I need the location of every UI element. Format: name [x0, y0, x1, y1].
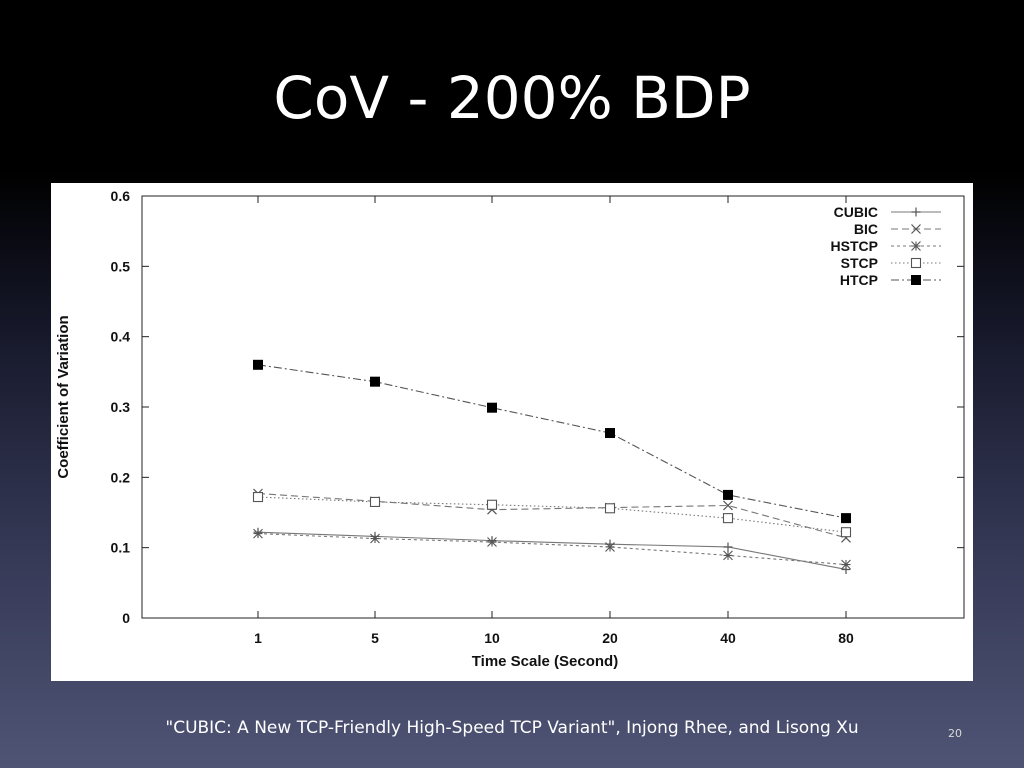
marker-star [841, 559, 851, 570]
y-tick-label: 0.6 [111, 188, 131, 204]
marker-plus [911, 207, 921, 217]
series-stcp [252, 491, 852, 538]
y-tick-label: 0.2 [111, 469, 131, 485]
x-tick-label: 5 [371, 630, 379, 646]
series-bic [253, 488, 851, 543]
legend-label: HTCP [840, 272, 878, 288]
x-axis-label: Time Scale (Second) [472, 653, 618, 670]
y-tick-label: 0 [122, 610, 130, 626]
series-line [257, 492, 847, 539]
marker-square-filled [841, 513, 851, 524]
series-layer [252, 359, 852, 574]
legend-label: HSTCP [831, 238, 878, 254]
legend-label: BIC [854, 221, 878, 237]
marker-square-filled [911, 275, 921, 285]
x-tick-label: 40 [720, 630, 736, 646]
marker-square-filled [487, 402, 497, 413]
y-tick-label: 0.4 [111, 329, 131, 345]
y-axis-label: Coefficient of Variation [55, 315, 72, 478]
y-tick-label: 0.1 [111, 540, 131, 556]
marker-square-open [722, 513, 734, 524]
axes: 0 0.1 0.2 0.3 0.4 0.5 0.6 1 5 10 20 40 80 [111, 188, 965, 646]
x-tick-label: 10 [484, 630, 500, 646]
chart-panel: 0 0.1 0.2 0.3 0.4 0.5 0.6 1 5 10 20 40 80 CUBIC BIC HS… [51, 183, 973, 681]
marker-star [723, 550, 733, 561]
citation: "CUBIC: A New TCP-Friendly High-Speed TC… [165, 718, 859, 738]
series-line [257, 531, 847, 571]
series-line [257, 533, 847, 566]
slide-number: 20 [948, 727, 962, 740]
y-tick-label: 0.3 [111, 399, 131, 415]
series-htcp [253, 359, 851, 524]
series-line [257, 364, 847, 519]
line-chart: 0 0.1 0.2 0.3 0.4 0.5 0.6 1 5 10 20 40 80 CUBICBICHS… [55, 188, 965, 670]
marker-square-open [910, 257, 922, 269]
marker-square-open [486, 499, 498, 510]
marker-square-filled [723, 489, 733, 500]
y-tick-label: 0.5 [111, 258, 131, 274]
legend-label: STCP [841, 255, 878, 271]
x-tick-label: 1 [254, 630, 262, 646]
marker-star [253, 528, 263, 539]
marker-star [605, 542, 615, 552]
x-tick-label: 20 [602, 630, 618, 646]
series-cubic [253, 527, 851, 574]
series-hstcp [253, 528, 851, 570]
marker-square-filled [370, 376, 380, 387]
x-tick-label: 80 [838, 630, 854, 646]
marker-star [911, 241, 921, 251]
marker-square-open [840, 527, 852, 538]
series-line [257, 496, 847, 533]
marker-star [487, 537, 497, 547]
marker-square-open [369, 496, 381, 508]
legend-label: CUBIC [834, 204, 878, 220]
marker-cross [911, 224, 921, 234]
marker-cross [723, 500, 733, 511]
marker-star [370, 533, 380, 544]
marker-plus [723, 542, 733, 552]
marker-square-filled [605, 428, 615, 439]
marker-square-open [604, 503, 616, 514]
marker-square-open [252, 491, 264, 503]
marker-square-filled [253, 359, 263, 370]
slide-title: CoV - 200% BDP [273, 64, 751, 132]
